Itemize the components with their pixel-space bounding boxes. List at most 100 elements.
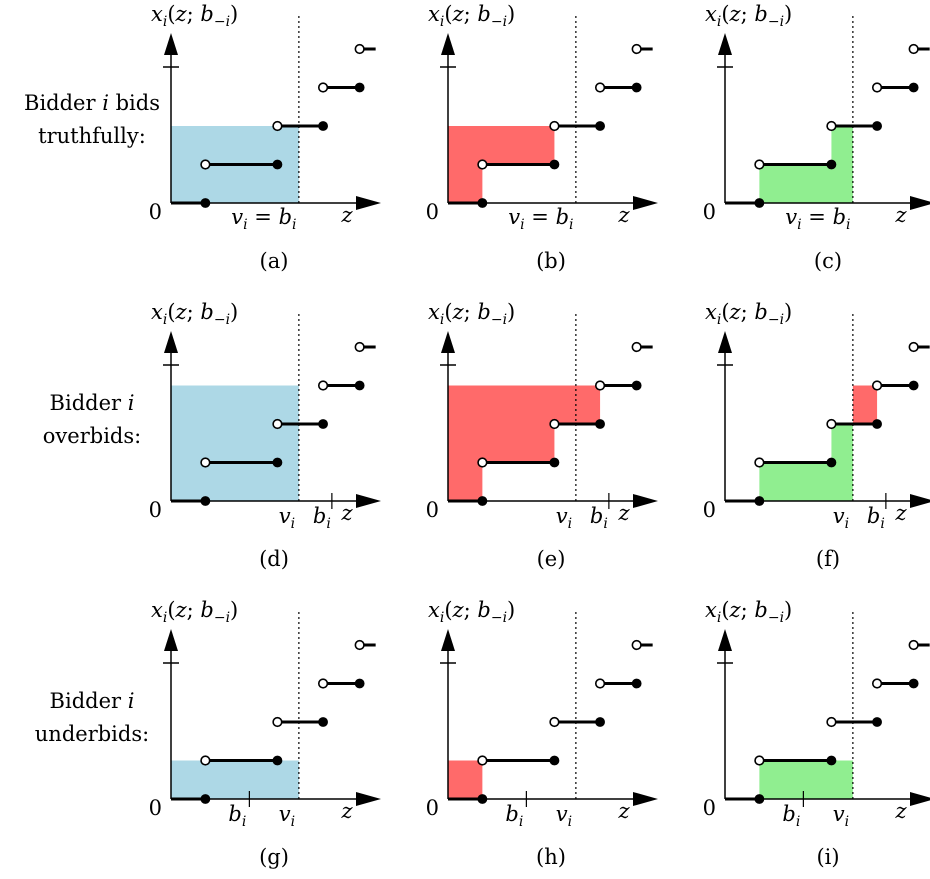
panel-b: xi(z; b−i) 0 z vi = bi (b): [426, 2, 658, 273]
open-dot: [594, 82, 606, 93]
panel-allocation-curve: [725, 43, 930, 208]
y-axis-arrow: [718, 33, 732, 55]
open-dot: [317, 678, 329, 689]
closed-dot: [908, 380, 919, 391]
x-axis-label: z: [617, 799, 630, 823]
open-dot: [272, 120, 283, 132]
panel-label: (c): [814, 249, 842, 273]
value-tick-label: vi: [556, 504, 572, 532]
closed-dot: [826, 755, 837, 766]
open-dot: [549, 120, 560, 132]
closed-dot: [908, 678, 919, 689]
closed-dot: [477, 198, 488, 208]
truthful-bid-tick-label: vi = bi: [785, 205, 850, 233]
x-axis-label: z: [894, 501, 907, 525]
open-dot: [477, 159, 488, 170]
panel-allocation-curve: [171, 639, 376, 804]
origin-label: 0: [426, 200, 439, 224]
x-axis-label: z: [340, 501, 353, 525]
y-axis-arrow: [164, 33, 178, 55]
open-dot: [754, 159, 765, 170]
y-axis-label: xi(z; b−i): [428, 300, 515, 328]
closed-dot: [354, 380, 365, 391]
closed-dot: [200, 198, 211, 208]
x-axis-arrow: [356, 494, 381, 508]
bid-tick-label: bi: [228, 802, 246, 830]
origin-label: 0: [426, 796, 439, 820]
open-dot: [200, 159, 211, 170]
x-axis-arrow: [356, 792, 381, 806]
closed-dot: [631, 678, 642, 689]
open-dot: [549, 716, 560, 728]
x-axis-arrow: [633, 196, 658, 210]
row-label-2: Bidder i overbids:: [43, 391, 141, 448]
closed-dot: [754, 198, 765, 208]
open-dot: [317, 82, 329, 93]
open-dot: [871, 82, 883, 93]
row-label-3: Bidder i underbids:: [35, 689, 149, 746]
open-dot: [826, 418, 837, 430]
open-dot: [594, 380, 606, 391]
row-label-line: truthfully:: [38, 124, 146, 148]
y-axis-arrow: [718, 629, 732, 651]
y-axis-arrow: [164, 629, 178, 651]
closed-dot: [872, 419, 882, 429]
open-dot: [477, 457, 488, 468]
closed-dot: [872, 717, 882, 727]
panel-allocation-curve: [171, 43, 376, 208]
row-label-line: Bidder i: [50, 391, 135, 415]
open-dot: [477, 755, 488, 766]
closed-dot: [754, 794, 765, 804]
panel-e: xi(z; b−i) 0 z vi bi (e): [426, 300, 658, 571]
panel-label: (e): [537, 547, 566, 571]
x-axis-label: z: [617, 501, 630, 525]
closed-dot: [595, 121, 605, 131]
closed-dot: [595, 419, 605, 429]
panel-label: (d): [259, 547, 289, 571]
y-axis-label: xi(z; b−i): [151, 598, 238, 626]
y-axis-label: xi(z; b−i): [705, 2, 792, 30]
x-axis-arrow: [633, 494, 658, 508]
closed-dot: [272, 457, 283, 468]
truthful-bid-tick-label: vi = bi: [508, 205, 573, 233]
y-axis-label: xi(z; b−i): [428, 2, 515, 30]
open-dot: [354, 639, 365, 651]
origin-label: 0: [149, 796, 162, 820]
panel-label: (b): [536, 249, 566, 273]
origin-label: 0: [703, 498, 716, 522]
x-axis-label: z: [617, 203, 630, 227]
x-axis-label: z: [894, 799, 907, 823]
y-axis-label: xi(z; b−i): [428, 598, 515, 626]
y-axis-label: xi(z; b−i): [705, 300, 792, 328]
open-dot: [826, 120, 837, 132]
panel-allocation-curve: [448, 341, 653, 506]
closed-dot: [272, 755, 283, 766]
bid-tick-label: bi: [313, 504, 331, 532]
panel-allocation-curve: [171, 341, 376, 506]
panel-h: xi(z; b−i) 0 z bi vi (h): [426, 598, 658, 869]
panel-allocation-curve: [725, 639, 930, 804]
closed-dot: [318, 419, 328, 429]
open-dot: [594, 678, 606, 689]
value-area: [171, 760, 299, 799]
closed-dot: [826, 159, 837, 170]
open-dot: [549, 418, 560, 430]
row-label-1: Bidder i bids truthfully:: [24, 91, 160, 148]
panel-label: (i): [816, 845, 839, 869]
panel-allocation-curve: [725, 341, 930, 506]
closed-dot: [549, 159, 560, 170]
closed-dot: [631, 82, 642, 93]
y-axis-label: xi(z; b−i): [705, 598, 792, 626]
panel-a: xi(z; b−i) 0 z vi = bi (a): [149, 2, 381, 273]
x-axis-arrow: [910, 792, 930, 806]
open-dot: [200, 755, 211, 766]
open-dot: [908, 341, 919, 353]
closed-dot: [200, 794, 211, 804]
value-tick-label: vi: [556, 802, 572, 830]
x-axis-arrow: [633, 792, 658, 806]
closed-dot: [826, 457, 837, 468]
closed-dot: [872, 121, 882, 131]
value-tick-label: vi: [279, 504, 295, 532]
open-dot: [908, 43, 919, 55]
